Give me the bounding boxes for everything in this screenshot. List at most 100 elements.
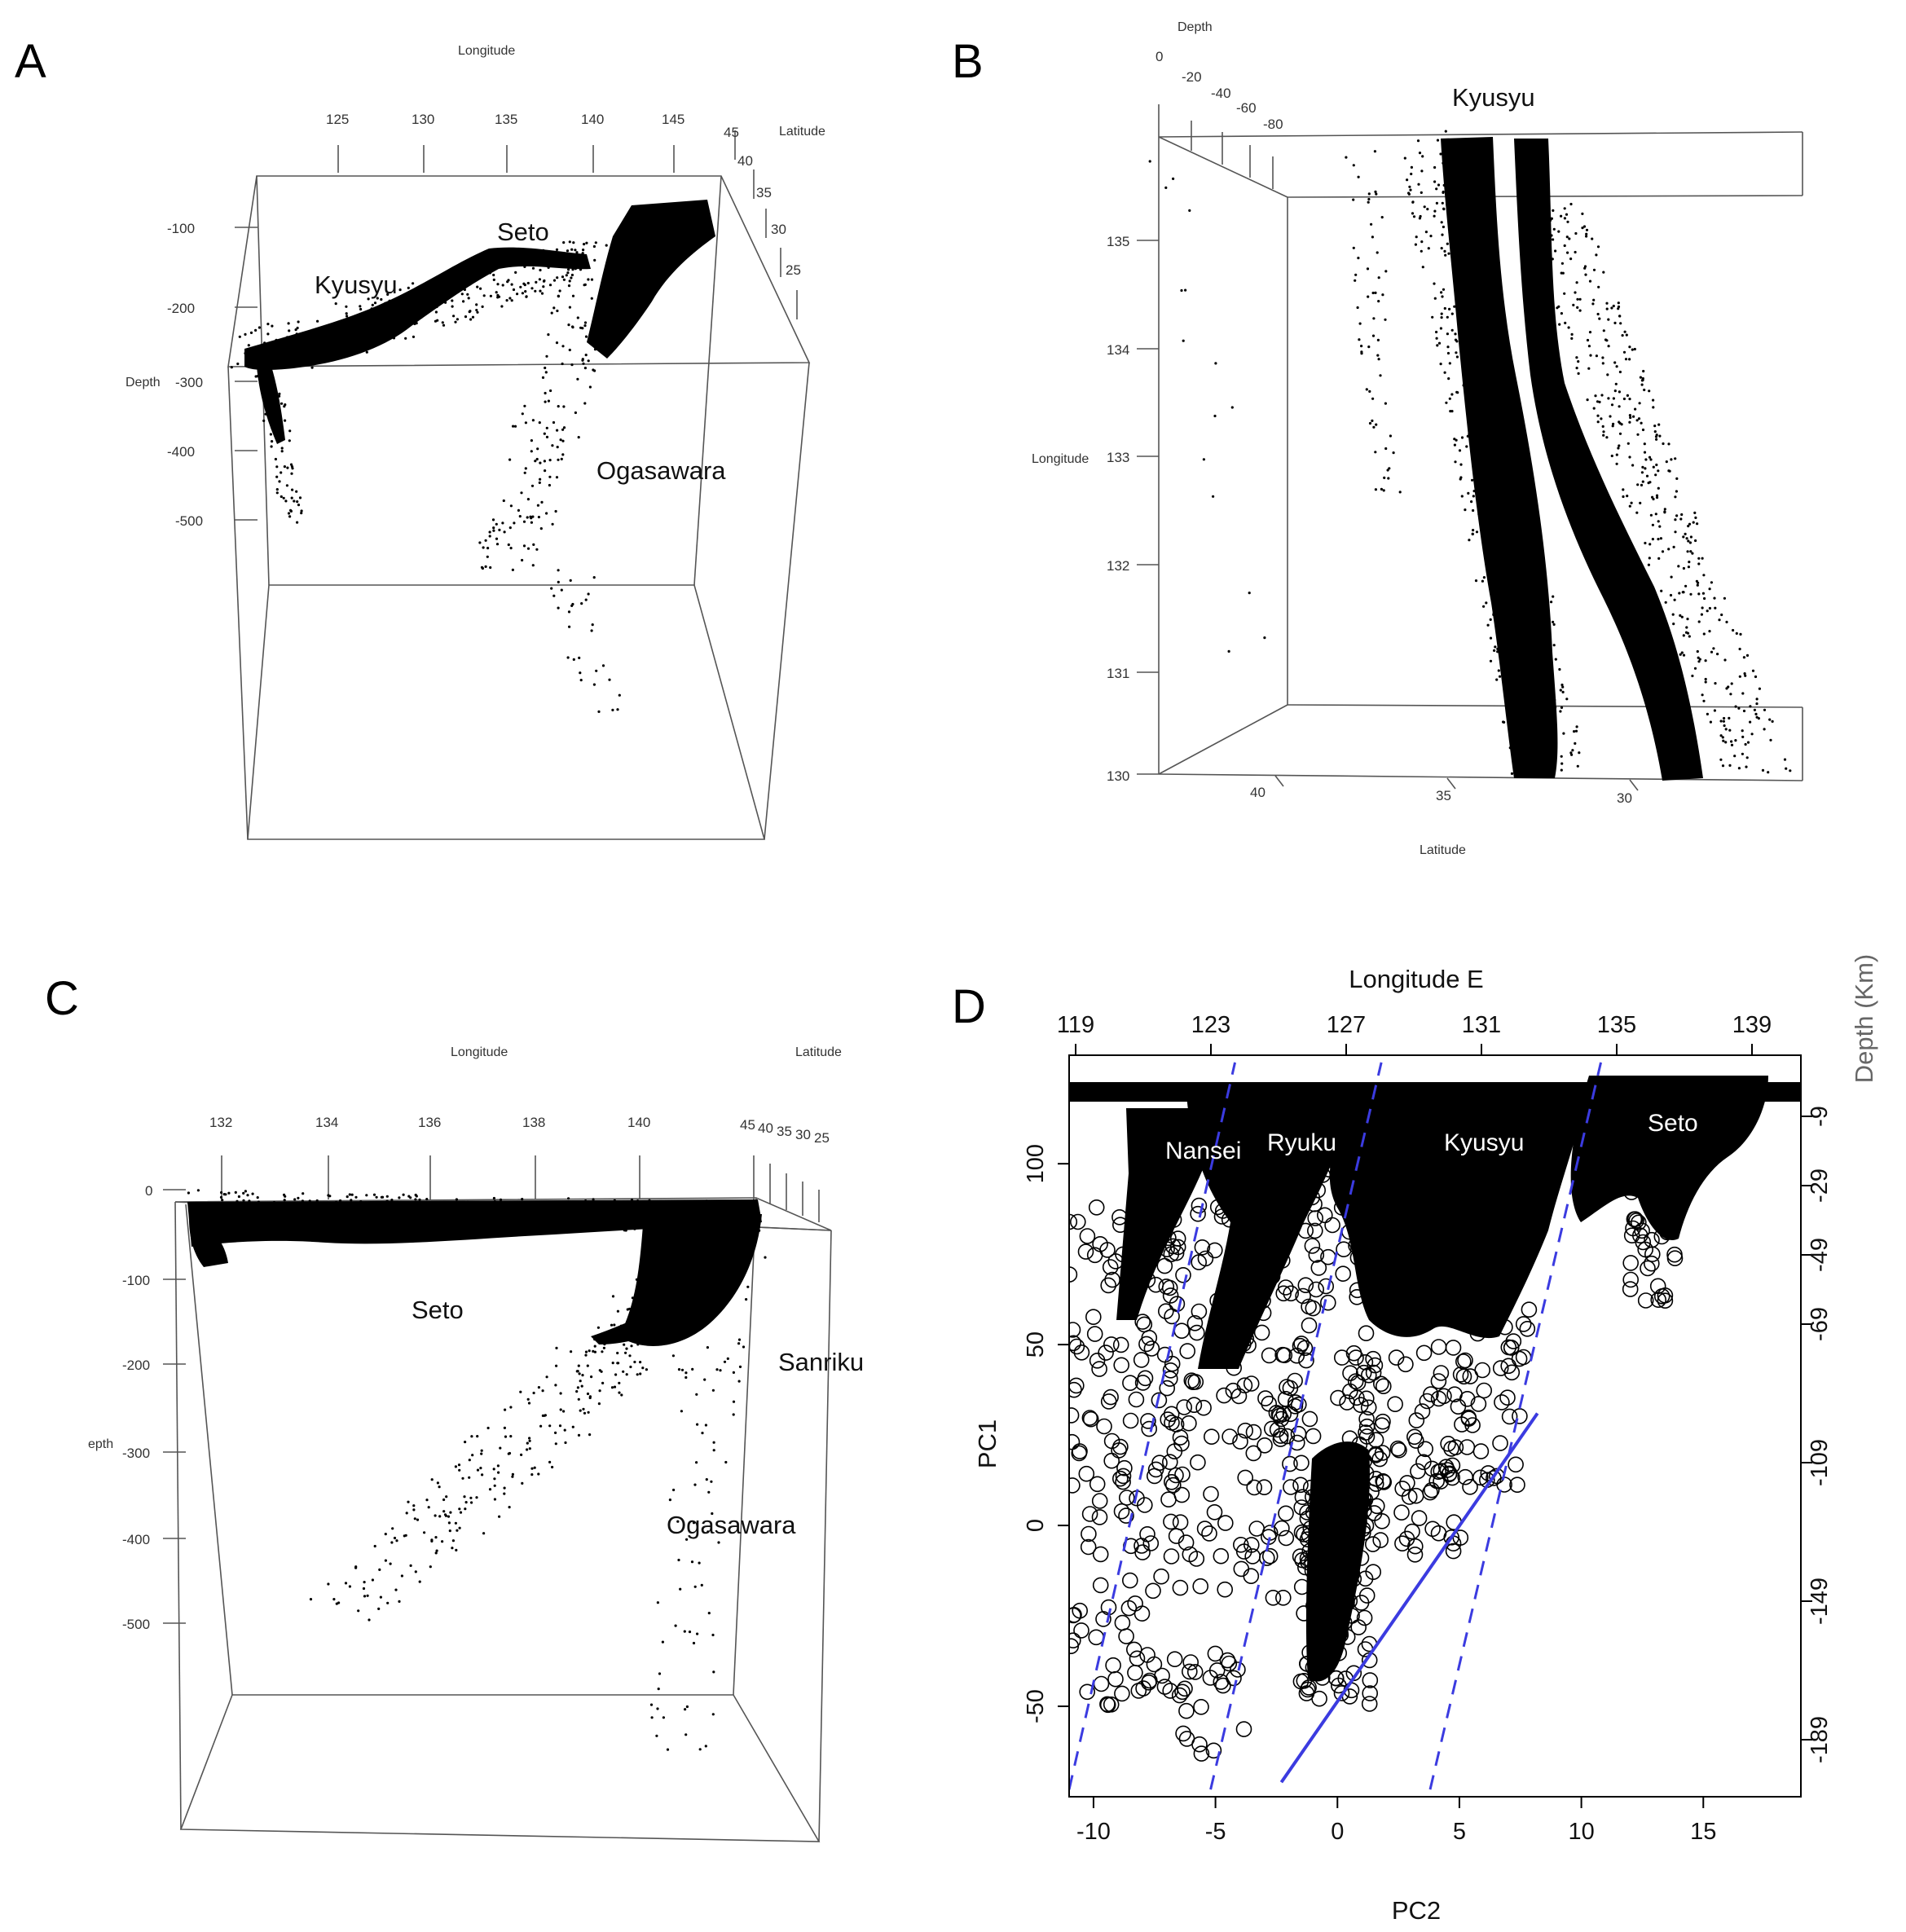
event-dot [619,1220,623,1223]
panel-d-event-circle [1334,1349,1350,1366]
event-dot [278,480,281,483]
panel-d-event-circle [1327,1481,1343,1499]
event-dot [527,1402,531,1405]
event-dot [1509,607,1512,610]
panel-d-event-circle [1291,1396,1307,1413]
panel-d-event-circle [1256,1244,1272,1261]
event-dot [1492,406,1495,410]
panel-d-region-label: Kyusyu [1444,1129,1524,1156]
event-dot [518,1204,522,1208]
event-dot [384,1559,387,1562]
event-dot [1516,550,1520,553]
panel-d-event-circle [1156,1257,1173,1274]
panel-d-event-circle [1088,1629,1104,1646]
event-dot [1418,217,1421,220]
event-dot [507,543,510,547]
event-dot [1380,487,1383,491]
panel-d-event-circle [1348,1349,1364,1366]
panel-d-event-circle [1428,1204,1446,1221]
event-dot [489,1201,493,1204]
event-dot [561,345,565,348]
event-dot [1494,453,1497,456]
event-dot [571,602,574,606]
event-dot [548,483,552,487]
event-dot [1459,240,1463,243]
event-dot [289,463,293,466]
event-dot [680,1368,684,1371]
panel-d-event-circle [1330,1389,1346,1406]
event-dot [1631,348,1634,351]
panel-d-event-circle [1116,1459,1133,1477]
event-dot [346,315,349,318]
event-dot [557,606,560,610]
event-dot [567,1212,571,1215]
event-dot [1618,370,1622,374]
event-dot [512,288,516,292]
event-dot [588,385,592,389]
event-dot [1725,687,1728,690]
event-dot [360,1213,363,1217]
event-dot [283,465,286,469]
panel-d-event-circle [1088,1199,1105,1216]
panel-d-event-circle [1092,1546,1109,1563]
event-dot [1566,251,1569,254]
panel-d-event-circle [1252,1194,1268,1210]
event-dot [1417,183,1420,186]
event-dot [1692,521,1695,524]
event-dot [1685,537,1688,540]
event-dot [566,271,570,275]
event-dot [1654,513,1657,516]
event-dot [1552,620,1555,624]
panel-d-event-circle [1154,1667,1170,1684]
panel-d-event-circle [1666,1246,1683,1263]
event-dot [548,284,552,287]
panel-d-event-circle [1122,1375,1138,1391]
event-dot [451,305,454,308]
event-dot [1525,505,1528,508]
event-dot [1441,233,1444,236]
event-dot [1448,397,1451,400]
event-dot [1745,756,1749,759]
event-dot [1596,312,1600,316]
event-dot [1545,275,1548,278]
panel-d-event-circle [1217,1515,1234,1531]
event-dot [700,1583,703,1587]
event-dot [684,1733,688,1736]
event-dot [530,1473,534,1477]
event-dot [482,1532,486,1535]
event-dot [648,1199,651,1202]
panel-d-event-circle [1314,1167,1332,1183]
event-dot [1575,725,1578,728]
event-dot [645,1305,649,1309]
panel-d-event-circle [1289,1138,1305,1155]
event-dot [524,421,528,425]
event-dot [564,1208,567,1212]
event-dot [1533,692,1536,695]
panel-d-event-circle [1193,1745,1210,1762]
event-dot [499,1198,503,1201]
panel-d-event-circle [1277,1199,1294,1216]
event-dot [1525,481,1529,484]
event-dot [300,512,303,515]
panel-d-event-circle [1365,1564,1381,1580]
event-dot [1744,742,1747,746]
panel-d-event-circle [1216,1387,1232,1404]
event-dot [258,326,261,329]
event-dot [1667,442,1671,446]
event-dot [373,1544,376,1548]
event-dot [1663,508,1666,511]
event-dot [1462,174,1465,177]
panel-a-z-tick: -400 [167,444,195,460]
event-dot [705,1220,708,1223]
event-dot [508,458,512,461]
event-dot [1561,690,1565,694]
event-dot [526,281,530,285]
event-dot [506,1202,509,1205]
event-dot [1693,667,1697,670]
event-dot [554,1203,558,1206]
event-dot [293,500,296,503]
event-dot [1728,764,1732,768]
event-dot [503,1225,506,1228]
event-dot [1552,644,1556,647]
event-dot [572,241,575,244]
